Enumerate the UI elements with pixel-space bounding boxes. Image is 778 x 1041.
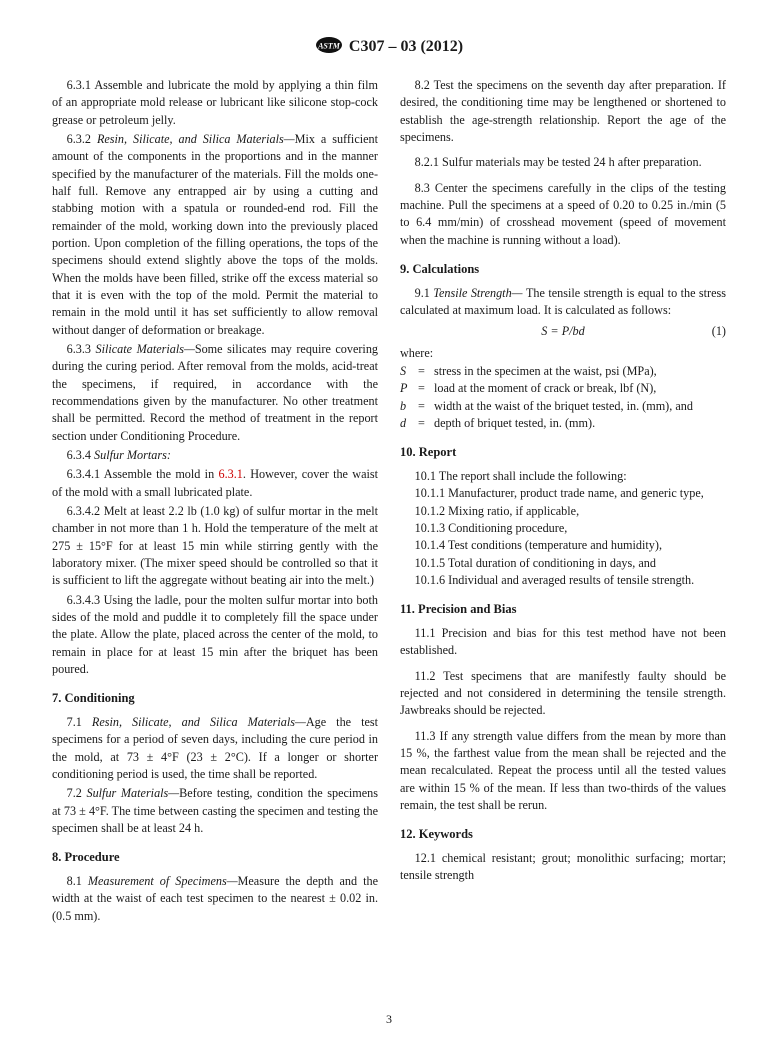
heading-7: 7. Conditioning (52, 690, 378, 708)
para-7-2: 7.2 Sulfur Materials—Before testing, con… (52, 785, 378, 837)
heading-8: 8. Procedure (52, 849, 378, 867)
runin-title: Resin, Silicate, and Silica Materials— (92, 715, 306, 729)
sym: P (400, 380, 418, 397)
cross-ref: 6.3.1 (218, 467, 242, 481)
para-8-1: 8.1 Measurement of Specimens—Measure the… (52, 873, 378, 925)
para-8-2: 8.2 Test the specimens on the seventh da… (400, 77, 726, 146)
para-10-1-1: 10.1.1 Manufacturer, product trade name,… (400, 485, 726, 502)
para-10-1-5: 10.1.5 Total duration of conditioning in… (400, 555, 726, 572)
para-10-1-3: 10.1.3 Conditioning procedure, (400, 520, 726, 537)
svg-text:ASTM: ASTM (317, 42, 341, 51)
para-6-3-3: 6.3.3 Silicate Materials—Some silicates … (52, 341, 378, 445)
para-8-3: 8.3 Center the specimens carefully in th… (400, 180, 726, 249)
text: Some silicates may require covering duri… (52, 342, 378, 443)
page: ASTM C307 – 03 (2012) 6.3.1 Assemble and… (0, 0, 778, 1041)
runin-title: Measurement of Specimens— (88, 874, 238, 888)
equation-number: (1) (712, 323, 726, 340)
para-10-1-4: 10.1.4 Test conditions (temperature and … (400, 537, 726, 554)
runin-title: Sulfur Mortars: (94, 448, 171, 462)
masthead: ASTM C307 – 03 (2012) (52, 36, 726, 59)
def-text: load at the moment of crack or break, lb… (434, 380, 695, 397)
body-columns: 6.3.1 Assemble and lubricate the mold by… (52, 77, 726, 925)
para-10-1-2: 10.1.2 Mixing ratio, if applicable, (400, 503, 726, 520)
para-11-3: 11.3 If any strength value differs from … (400, 728, 726, 815)
sym: d (400, 415, 418, 432)
para-6-3-1: 6.3.1 Assemble and lubricate the mold by… (52, 77, 378, 129)
def-row: S=stress in the specimen at the waist, p… (400, 363, 695, 380)
def-row: b=width at the waist of the briquet test… (400, 398, 695, 415)
para-11-2: 11.2 Test specimens that are manifestly … (400, 668, 726, 720)
runin-title: Sulfur Materials— (86, 786, 179, 800)
para-6-3-4-1: 6.3.4.1 Assemble the mold in 6.3.1. Howe… (52, 466, 378, 501)
designation: C307 – 03 (2012) (349, 38, 463, 55)
page-number: 3 (0, 1012, 778, 1027)
lead: 6.3.2 (67, 132, 97, 146)
runin-title: Silicate Materials— (96, 342, 195, 356)
para-6-3-2: 6.3.2 Resin, Silicate, and Silica Materi… (52, 131, 378, 339)
para-7-1: 7.1 Resin, Silicate, and Silica Material… (52, 714, 378, 783)
heading-10: 10. Report (400, 444, 726, 462)
para-9-1: 9.1 Tensile Strength— The tensile streng… (400, 285, 726, 320)
heading-11: 11. Precision and Bias (400, 601, 726, 619)
para-10-1-6: 10.1.6 Individual and averaged results o… (400, 572, 726, 589)
para-6-3-4-2: 6.3.4.2 Melt at least 2.2 lb (1.0 kg) of… (52, 503, 378, 590)
equation-1: S = P/bd (1) (400, 323, 726, 340)
lead: 6.3.3 (67, 342, 96, 356)
lead: 6.3.4 (67, 448, 94, 462)
para-8-2-1: 8.2.1 Sulfur materials may be tested 24 … (400, 154, 726, 171)
para-12-1: 12.1 chemical resistant; grout; monolith… (400, 850, 726, 885)
lead: 9.1 (415, 286, 434, 300)
text: Mix a sufficient amount of the component… (52, 132, 378, 337)
where-label: where: (400, 345, 726, 362)
para-10-1: 10.1 The report shall include the follow… (400, 468, 726, 485)
def-text: depth of briquet tested, in. (mm). (434, 415, 695, 432)
text-a: 6.3.4.1 Assemble the mold in (67, 467, 219, 481)
def-row: d=depth of briquet tested, in. (mm). (400, 415, 695, 432)
lead: 7.1 (67, 715, 92, 729)
def-row: P=load at the moment of crack or break, … (400, 380, 695, 397)
lead: 8.1 (67, 874, 88, 888)
para-11-1: 11.1 Precision and bias for this test me… (400, 625, 726, 660)
def-text: width at the waist of the briquet tested… (434, 398, 695, 415)
sym: b (400, 398, 418, 415)
heading-9: 9. Calculations (400, 261, 726, 279)
para-6-3-4-3: 6.3.4.3 Using the ladle, pour the molten… (52, 592, 378, 679)
def-text: stress in the specimen at the waist, psi… (434, 363, 695, 380)
lead: 7.2 (67, 786, 87, 800)
runin-title: Tensile Strength— (433, 286, 526, 300)
astm-logo-icon: ASTM (315, 36, 343, 59)
symbol-definitions: S=stress in the specimen at the waist, p… (400, 363, 695, 432)
para-6-3-4: 6.3.4 Sulfur Mortars: (52, 447, 378, 464)
equation-text: S = P/bd (541, 324, 584, 338)
heading-12: 12. Keywords (400, 826, 726, 844)
sym: S (400, 363, 418, 380)
runin-title: Resin, Silicate, and Silica Materials— (97, 132, 295, 146)
